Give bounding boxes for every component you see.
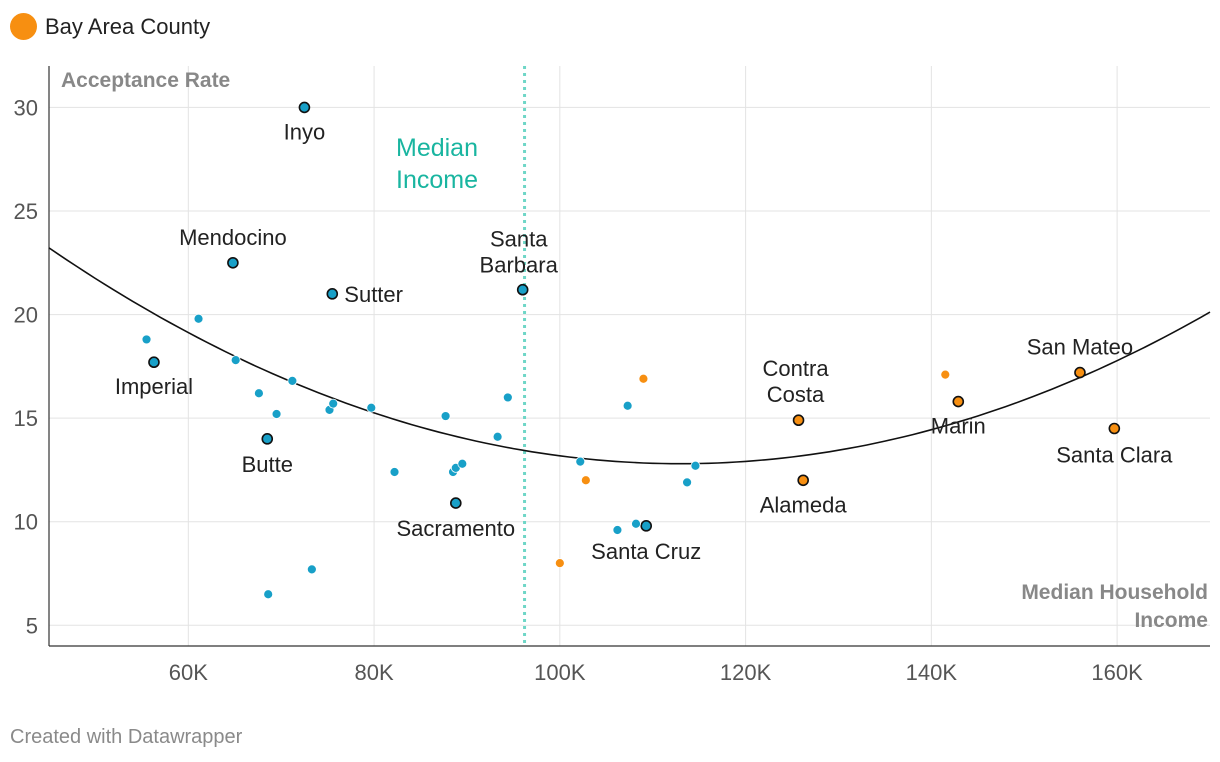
x-tick-label: 60K: [169, 660, 208, 685]
x-tick-label: 120K: [720, 660, 772, 685]
county-point: [612, 525, 623, 535]
point-label: Imperial: [115, 374, 193, 399]
county-point: [230, 355, 241, 366]
point-label: Alameda: [760, 492, 848, 517]
y-tick-label: 10: [14, 510, 38, 535]
median-income-label: Median: [396, 134, 478, 162]
county-point: [271, 409, 282, 419]
x-axis-title-line-1: Median Household: [1021, 581, 1208, 604]
county-point: [287, 375, 298, 386]
county-point: [389, 467, 400, 477]
county-point: [575, 456, 586, 467]
bay-area-point: [940, 369, 951, 380]
county-point: [141, 334, 152, 345]
footer-credit: Created with Datawrapper: [10, 726, 243, 748]
point-label: Butte: [242, 452, 293, 477]
bay-area-point: [580, 475, 591, 486]
bay-area-point: [638, 373, 649, 384]
point-label: Contra: [763, 356, 830, 381]
bay-area-point: [952, 395, 965, 408]
y-tick-label: 5: [26, 613, 38, 638]
point-label: Santa Cruz: [591, 539, 701, 564]
county-point: [227, 256, 239, 269]
county-point: [193, 313, 204, 324]
county-point: [366, 402, 377, 413]
trend-line: [48, 247, 1211, 465]
county-point: [306, 564, 317, 575]
county-point: [328, 398, 339, 409]
county-point: [516, 283, 529, 296]
y-tick-label: 25: [14, 199, 38, 224]
county-point: [261, 433, 274, 445]
county-point: [450, 497, 462, 509]
county-point: [326, 288, 339, 300]
bay-area-point: [1108, 422, 1121, 435]
county-point: [631, 518, 641, 529]
county-point: [502, 392, 513, 403]
point-label: Inyo: [284, 119, 326, 144]
bay-area-point: [554, 558, 565, 569]
bay-area-point: [1074, 366, 1086, 379]
county-point: [682, 477, 692, 488]
legend-marker-bay-area: [10, 13, 37, 40]
point-label: San Mateo: [1027, 335, 1133, 360]
x-tick-label: 160K: [1091, 660, 1143, 685]
point-label: Barbara: [480, 253, 559, 278]
point-label: Sutter: [344, 282, 403, 307]
bay-area-point: [797, 474, 809, 487]
x-tick-label: 140K: [906, 660, 958, 685]
x-axis-title-line-2: Income: [1134, 609, 1208, 632]
bay-area-point: [792, 414, 805, 427]
county-point: [254, 388, 264, 399]
point-label: Santa Clara: [1056, 443, 1173, 468]
point-label: Sacramento: [397, 516, 516, 541]
county-point: [298, 101, 311, 114]
county-point: [457, 458, 468, 469]
point-label: Santa: [490, 227, 548, 252]
x-tick-label: 80K: [355, 660, 394, 685]
point-label: Costa: [767, 382, 825, 407]
county-point: [690, 460, 701, 471]
y-axis-title: Acceptance Rate: [61, 69, 230, 92]
y-tick-label: 30: [14, 95, 38, 120]
county-point: [440, 411, 451, 421]
county-point: [148, 356, 160, 369]
point-label: Mendocino: [179, 225, 287, 250]
county-point: [263, 589, 274, 600]
y-tick-label: 20: [14, 303, 38, 328]
county-point: [622, 400, 633, 411]
x-tick-label: 100K: [534, 660, 586, 685]
point-label: Marin: [931, 414, 986, 439]
county-point: [640, 520, 653, 532]
legend-label: Bay Area County: [45, 13, 211, 39]
median-income-label: Income: [396, 166, 478, 194]
county-point: [492, 431, 503, 442]
y-tick-label: 15: [14, 406, 38, 431]
legend: Bay Area County: [10, 13, 210, 40]
